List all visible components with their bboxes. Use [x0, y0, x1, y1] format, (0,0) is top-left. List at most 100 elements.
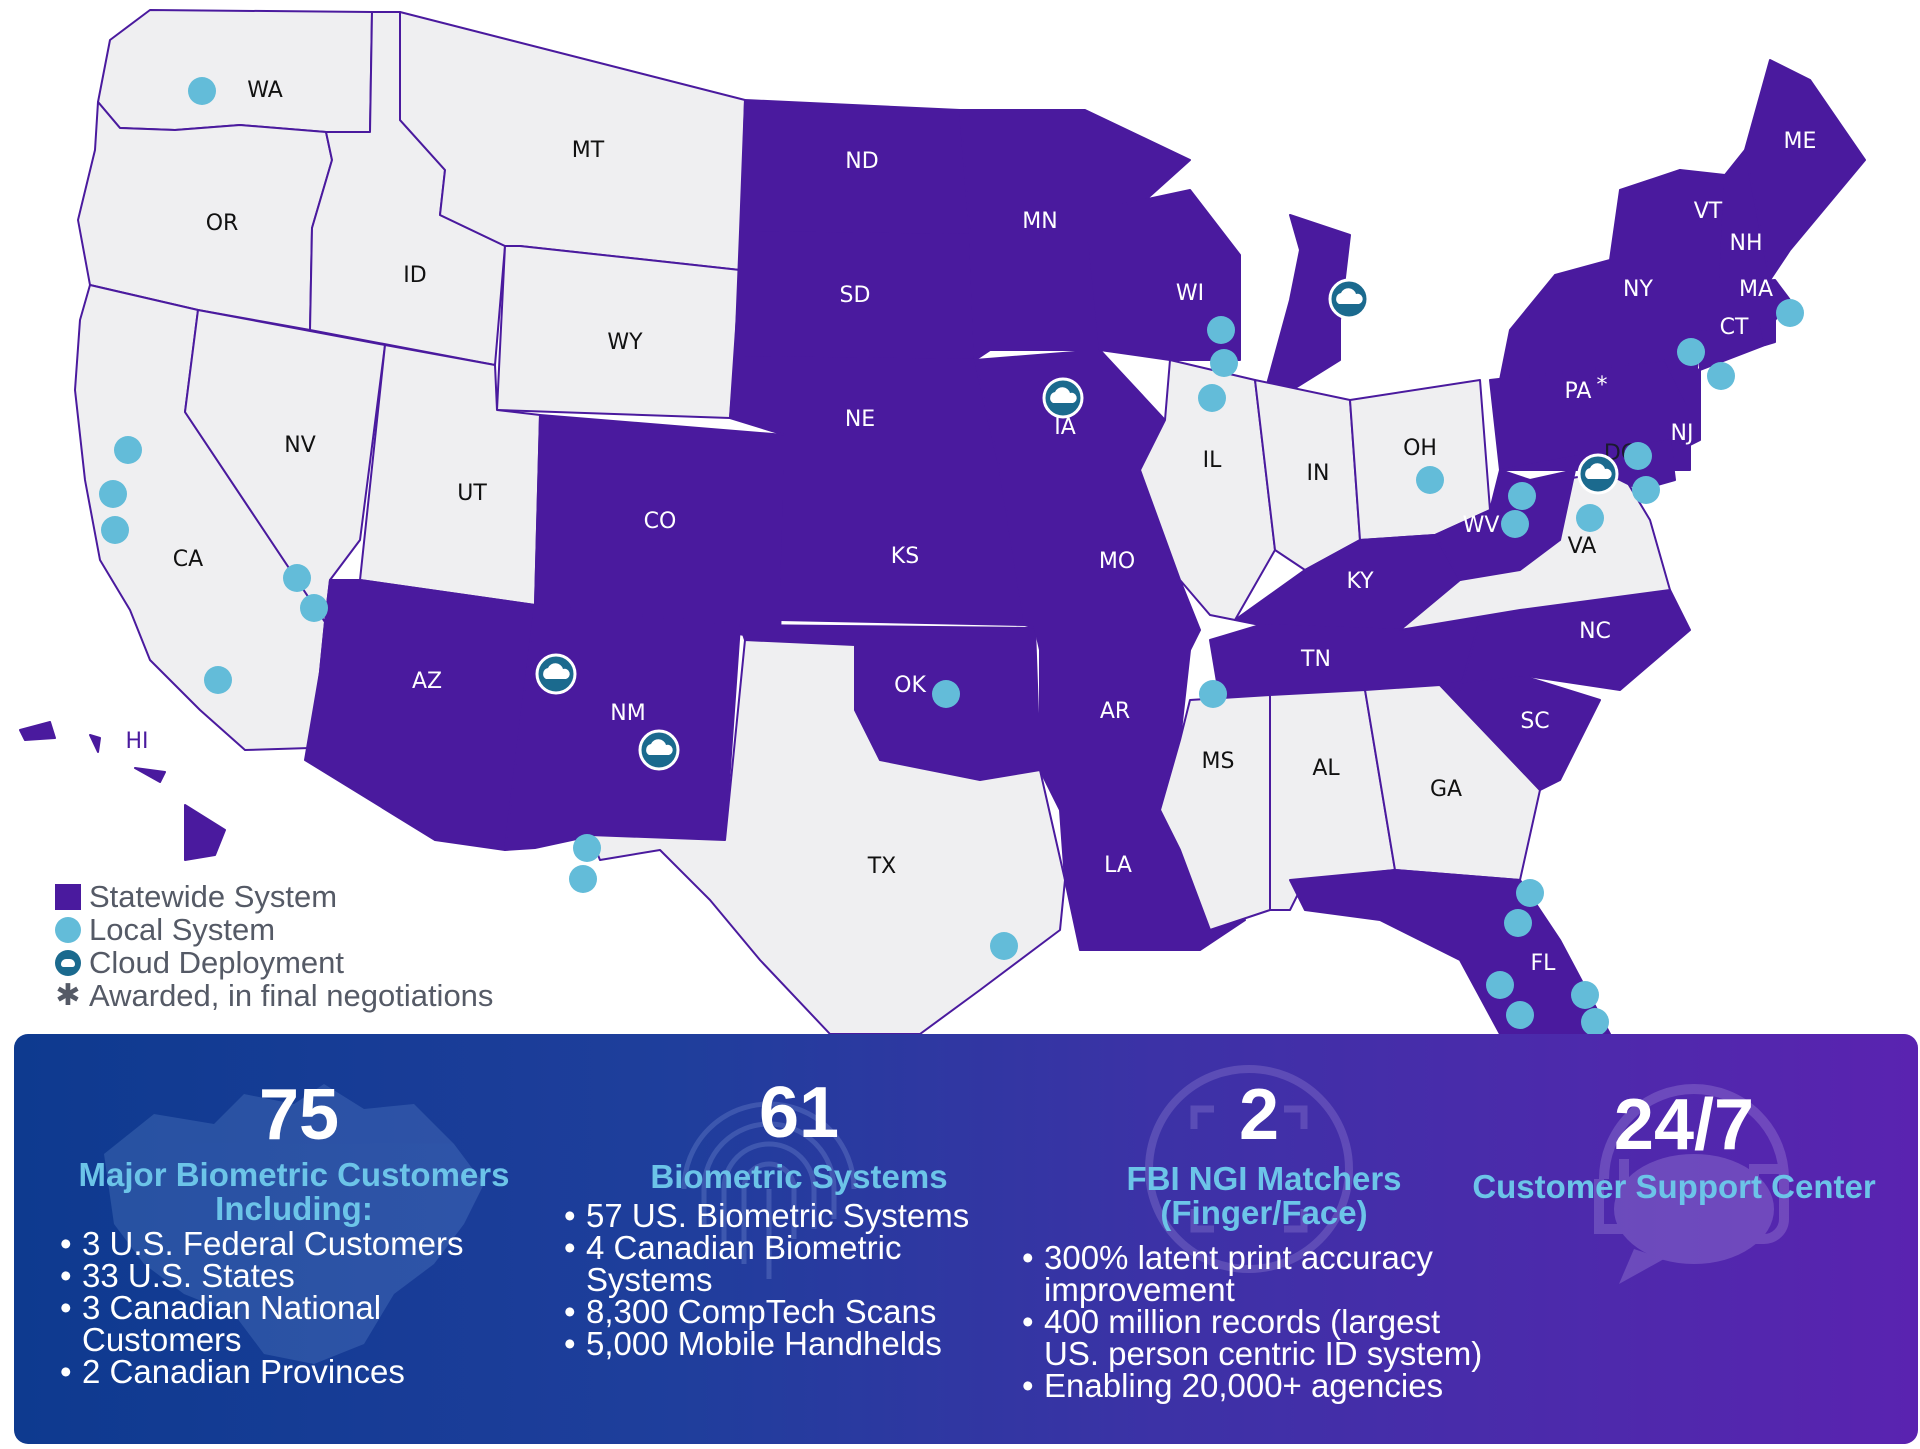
state-label-il: IL — [1203, 448, 1222, 473]
state-label-mi: MI — [1339, 317, 1364, 342]
pa-asterisk: * — [1597, 373, 1608, 398]
state-label-ks: KS — [891, 544, 919, 569]
state-label-wi: WI — [1176, 281, 1204, 306]
state-mi — [1259, 214, 1351, 411]
local-system-marker — [283, 564, 311, 592]
legend-local-label: Local System — [89, 912, 276, 947]
state-label-ma: MA — [1739, 277, 1773, 302]
local-system-marker — [573, 834, 601, 862]
state-label-tx: TX — [867, 854, 897, 879]
local-system-marker — [101, 516, 129, 544]
local-system-marker — [1207, 316, 1235, 344]
local-system-marker — [569, 865, 597, 893]
list-item: 57 US. Biometric Systems — [562, 1199, 1002, 1232]
state-label-mn: MN — [1022, 209, 1057, 234]
state-label-wv: WV — [1463, 513, 1500, 538]
list-item: Enabling 20,000+ agencies — [1020, 1369, 1480, 1402]
cloud-deployment-icon — [535, 653, 577, 695]
matchers-heading-line2: (Finger/Face) — [1160, 1194, 1368, 1231]
local-dot-icon — [55, 916, 81, 943]
state-label-nc: NC — [1579, 619, 1611, 644]
state-label-sd: SD — [840, 283, 871, 308]
list-item: 5,000 Mobile Handhelds — [562, 1327, 1002, 1360]
state-label-me: ME — [1784, 129, 1817, 154]
systems-count: 61 — [758, 1073, 840, 1153]
cloud-icon — [55, 949, 81, 976]
state-label-co: CO — [644, 509, 677, 534]
state-label-tn: TN — [1300, 647, 1331, 672]
state-hi — [19, 721, 226, 861]
state-label-wa: WA — [247, 78, 283, 103]
state-label-nj: NJ — [1671, 421, 1694, 446]
state-me — [1744, 59, 1866, 281]
asterisk-icon: ✱ — [55, 979, 81, 1012]
customers-count: 75 — [258, 1075, 340, 1155]
local-system-marker — [114, 436, 142, 464]
state-label-nv: NV — [284, 433, 316, 458]
list-item: 2 Canadian Provinces — [58, 1355, 498, 1388]
list-item: 400 million records (largest US. person … — [1020, 1305, 1484, 1370]
matchers-list: 300% latent print accuracy improvement 4… — [1020, 1241, 1482, 1402]
state-label-nh: NH — [1730, 231, 1763, 256]
local-system-marker — [1486, 971, 1514, 999]
state-label-vt: VT — [1694, 199, 1723, 224]
state-label-wy: WY — [607, 330, 643, 355]
cloud-deployment-icon — [1328, 278, 1370, 320]
state-label-ia: IA — [1054, 415, 1076, 440]
cloud-deployment-icon — [1577, 453, 1619, 495]
state-label-in: IN — [1307, 461, 1330, 486]
list-item: 3 U.S. Federal Customers — [58, 1227, 498, 1260]
state-label-al: AL — [1312, 756, 1340, 781]
state-label-sc: SC — [1520, 709, 1549, 734]
legend-awarded-label: Awarded, in final negotiations — [89, 978, 494, 1013]
state-label-ar: AR — [1100, 699, 1130, 724]
state-label-mo: MO — [1099, 549, 1135, 574]
customers-heading-line1: Major Biometric Customers — [78, 1156, 510, 1193]
state-label-id: ID — [403, 263, 426, 288]
state-label-ct: CT — [1720, 315, 1749, 340]
local-system-marker — [188, 77, 216, 105]
systems-heading: Biometric Systems — [650, 1158, 948, 1195]
local-system-marker — [1508, 482, 1536, 510]
state-az — [304, 579, 536, 851]
systems-list: 57 US. Biometric Systems 4 Canadian Biom… — [562, 1199, 1002, 1360]
local-system-marker — [99, 480, 127, 508]
local-system-marker — [1416, 466, 1444, 494]
customers-heading-line2: Including: — [215, 1190, 373, 1227]
cloud-deployment-icon — [1042, 377, 1084, 419]
local-system-marker — [1516, 879, 1544, 907]
state-label-or: OR — [206, 211, 239, 236]
state-label-ut: UT — [457, 481, 487, 506]
local-system-marker — [300, 594, 328, 622]
local-system-marker — [1198, 384, 1226, 412]
state-label-ny: NY — [1623, 277, 1653, 302]
state-label-oh: OH — [1403, 436, 1437, 461]
state-label-ky: KY — [1346, 569, 1374, 594]
local-system-marker — [1210, 349, 1238, 377]
state-label-nm: NM — [610, 701, 645, 726]
local-system-marker — [990, 932, 1018, 960]
state-label-az: AZ — [412, 669, 442, 694]
support-heading: Customer Support Center — [1472, 1168, 1876, 1205]
state-label-pa: PA — [1565, 379, 1592, 404]
cloud-deployment-icon — [638, 729, 680, 771]
local-system-marker — [932, 680, 960, 708]
local-system-marker — [204, 666, 232, 694]
us-map: WA OR CA NV ID MT WY UT AZ CO NM ND SD NE KS OK TX MN IA MO… — [19, 9, 1866, 1034]
legend-statewide: Statewide System — [55, 880, 493, 913]
state-label-mt: MT — [572, 138, 605, 163]
local-system-marker — [1501, 510, 1529, 538]
state-label-va: VA — [1568, 534, 1597, 559]
state-label-ne: NE — [845, 407, 875, 432]
state-wy — [496, 245, 741, 419]
legend-cloud: Cloud Deployment — [55, 946, 493, 979]
legend-statewide-label: Statewide System — [89, 879, 338, 914]
state-ga — [1364, 684, 1541, 881]
list-item: 300% latent print accuracy improvement — [1020, 1241, 1474, 1306]
state-wi — [1084, 189, 1241, 361]
legend-cloud-label: Cloud Deployment — [89, 945, 345, 980]
stats-panel: 75 Major Biometric Customers Including: … — [14, 1034, 1918, 1444]
map-legend: Statewide System Local System Cloud Depl… — [55, 880, 493, 1012]
matchers-heading-line1: FBI NGI Matchers — [1126, 1160, 1402, 1197]
